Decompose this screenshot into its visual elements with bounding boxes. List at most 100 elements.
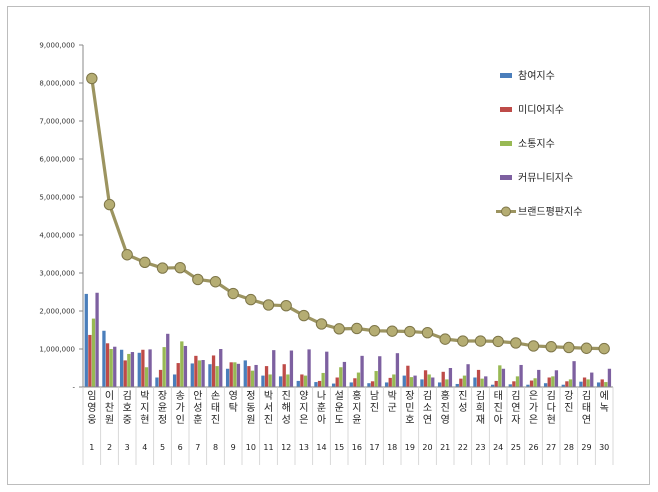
bar-커뮤니티지수-24 [501,368,506,387]
bar-참여지수-11 [261,375,265,387]
bar-미디어지수-25 [512,381,516,387]
chart-frame: - 1,000,000 2,000,000 3,000,000 4,000,000 5,0… [7,6,650,485]
line-point-22 [457,335,469,347]
bar-참여지수-28 [561,384,565,387]
bar-커뮤니티지수-6 [183,345,188,387]
bar-미디어지수-14 [317,380,322,387]
x-rank-label: 2 [107,443,112,452]
line-point-14 [315,318,328,330]
x-rank-label: 24 [493,443,503,452]
line-point-15 [333,323,345,335]
bar-소통지수-23 [480,378,484,387]
bar-소통지수-14 [321,372,325,387]
bar-미디어지수-6 [176,363,180,387]
bar-소통지수-19 [409,377,414,387]
bar-커뮤니티지수-9 [236,363,241,387]
bar-소통지수-27 [551,376,555,387]
line-point-2 [103,198,116,211]
x-axis: 임 영 웅 1 이 찬 원 2 김 호 중 3 박 지 현 4 장 윤 정 5 송 가 인 6 안 성 훈 7 손 태 진 8 영 탁 9 정 동 원 10… [82,386,614,465]
y-tick-label: 1,000,000 [39,346,75,354]
bar-소통지수-10 [250,370,255,387]
bar-미디어지수-15 [335,377,339,387]
bar-참여지수-19 [402,375,406,387]
bar-미디어지수-17 [370,381,375,387]
y-tick-label: - [72,384,75,392]
bar-소통지수-13 [303,375,308,387]
bar-미디어지수-4 [141,349,145,387]
line-point-29 [580,342,593,354]
bar-미디어지수-23 [476,369,481,387]
x-rank-label: 20 [422,443,432,452]
y-tick-label: 8,000,000 [39,80,75,88]
line-point-8 [209,276,222,288]
legend-swatch-참여지수 [500,73,512,78]
line-point-25 [510,337,522,349]
x-rank-label: 1 [89,443,94,452]
x-rank-label: 15 [334,443,344,452]
line-point-4 [139,256,151,269]
x-rank-label: 6 [178,443,183,452]
bar-소통지수-2 [109,349,113,387]
bar-참여지수-17 [367,383,371,387]
bar-커뮤니티지수-26 [537,369,541,387]
bar-참여지수-29 [579,381,583,387]
bar-커뮤니티지수-15 [342,361,347,387]
bar-미디어지수-9 [229,362,233,387]
bar-미디어지수-13 [300,374,304,387]
bar-참여지수-14 [314,382,318,387]
bar-미디어지수-24 [494,380,498,387]
x-rank-label: 10 [246,443,256,452]
bar-미디어지수-18 [388,377,392,387]
x-rank-label: 8 [213,443,218,452]
bar-소통지수-22 [462,375,467,387]
bar-커뮤니티지수-21 [448,368,453,387]
bar-소통지수-20 [427,374,431,387]
bar-커뮤니티지수-27 [554,370,559,387]
x-rank-label: 4 [142,443,147,452]
x-rank-label: 17 [369,443,379,452]
line-point-1 [86,72,98,85]
bar-커뮤니티지수-8 [219,349,223,387]
bar-소통지수-11 [268,374,272,387]
line-point-7 [192,273,204,286]
bar-미디어지수-19 [406,365,410,387]
bar-소통지수-15 [339,367,343,387]
line-point-20 [421,326,434,339]
bar-커뮤니티지수-17 [378,356,382,387]
chart-svg: - 1,000,000 2,000,000 3,000,000 4,000,000 5,0… [39,42,614,465]
bar-미디어지수-26 [529,380,534,387]
bar-참여지수-24 [490,384,495,387]
line-point-13 [298,309,310,322]
line-point-3 [121,249,133,261]
bar-참여지수-21 [437,382,442,387]
bar-소통지수-24 [498,365,502,387]
line-point-12 [280,299,292,312]
bar-미디어지수-2 [105,343,110,387]
legend-label: 소통지수 [518,138,555,150]
x-rank-label: 27 [546,443,556,452]
bar-커뮤니티지수-28 [572,361,576,387]
x-rank-label: 29 [581,443,591,452]
bar-미디어지수-21 [441,371,445,387]
line-point-18 [386,325,398,337]
bar-참여지수-22 [455,383,459,387]
brand-line [86,72,610,355]
y-tick-label: 3,000,000 [39,270,75,278]
line-point-10 [245,293,257,306]
bar-참여지수-1 [84,293,88,387]
bar-소통지수-4 [144,367,149,387]
